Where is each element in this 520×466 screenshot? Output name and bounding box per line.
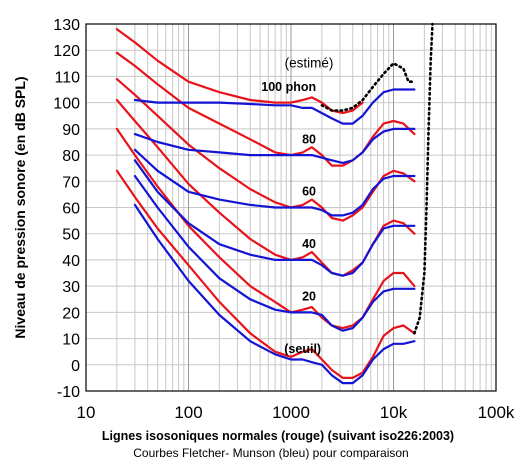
series-iso226-2 [115,98,416,277]
y-tick-label: 90 [62,122,80,139]
x-tick-label: 100k [478,403,515,422]
series-fletcher-11 [133,88,416,125]
y-tick-label: 20 [62,305,80,322]
y-tick-label: -10 [57,384,80,401]
x-axis-ticks: 10 100 1000 10k 100k [77,403,515,422]
y-axis-ticks: -10 0 10 20 30 40 50 60 70 80 90 100 110 120 130 [53,17,80,401]
series-fletcher-8 [133,159,416,277]
y-tick-label: 60 [62,201,80,218]
y-tick-label: 10 [62,332,80,349]
series-iso226-4 [115,51,416,167]
x-tick-label: 100 [174,403,202,422]
y-tick-label: 40 [62,253,80,270]
y-axis-label: Niveau de pression sonore (en dB SPL) [12,76,28,338]
y-tick-label: 70 [62,174,80,191]
curve-annotation: 100 phon [261,80,316,94]
plot-frame [85,23,497,392]
y-tick-label: 100 [53,96,80,113]
y-tick-label: 0 [71,358,80,375]
annotations: (estimé) 100 phon 80 60 40 20 (seuil) [261,55,333,356]
y-tick-label: 50 [62,227,80,244]
series-iso226-1 [115,127,416,330]
curve-annotation: 80 [302,132,316,146]
series-fletcher-7 [133,174,416,332]
curve-annotation: (seuil) [284,342,321,356]
curve-annotation: 20 [302,290,316,304]
curve-annotation: 60 [302,185,316,199]
x-axis-label: Lignes isosoniques normales (rouge) (sui… [102,429,454,443]
y-tick-label: 110 [54,69,80,86]
y-tick-label: 30 [62,279,80,296]
series-fletcher-10 [133,127,416,164]
y-tick-label: 120 [53,43,80,60]
chart-caption: Courbes Fletcher- Munson (bleu) pour com… [133,446,408,460]
series-iso226-5 [115,28,364,115]
curve-annotation: (estimé) [285,55,334,70]
series-estimated-13 [413,22,434,335]
series-fletcher-6 [133,203,416,385]
x-tick-label: 10k [380,403,408,422]
y-tick-label: 130 [53,17,80,34]
y-tick-label: 80 [62,148,80,165]
series-fletcher-9 [133,148,416,217]
series-group [115,22,434,385]
series-estimated-12 [320,62,416,112]
series-iso226-0 [115,169,416,379]
x-tick-label: 10 [77,403,96,422]
curve-annotation: 40 [302,237,316,251]
series-iso226-3 [115,78,416,222]
x-tick-label: 1000 [272,403,310,422]
